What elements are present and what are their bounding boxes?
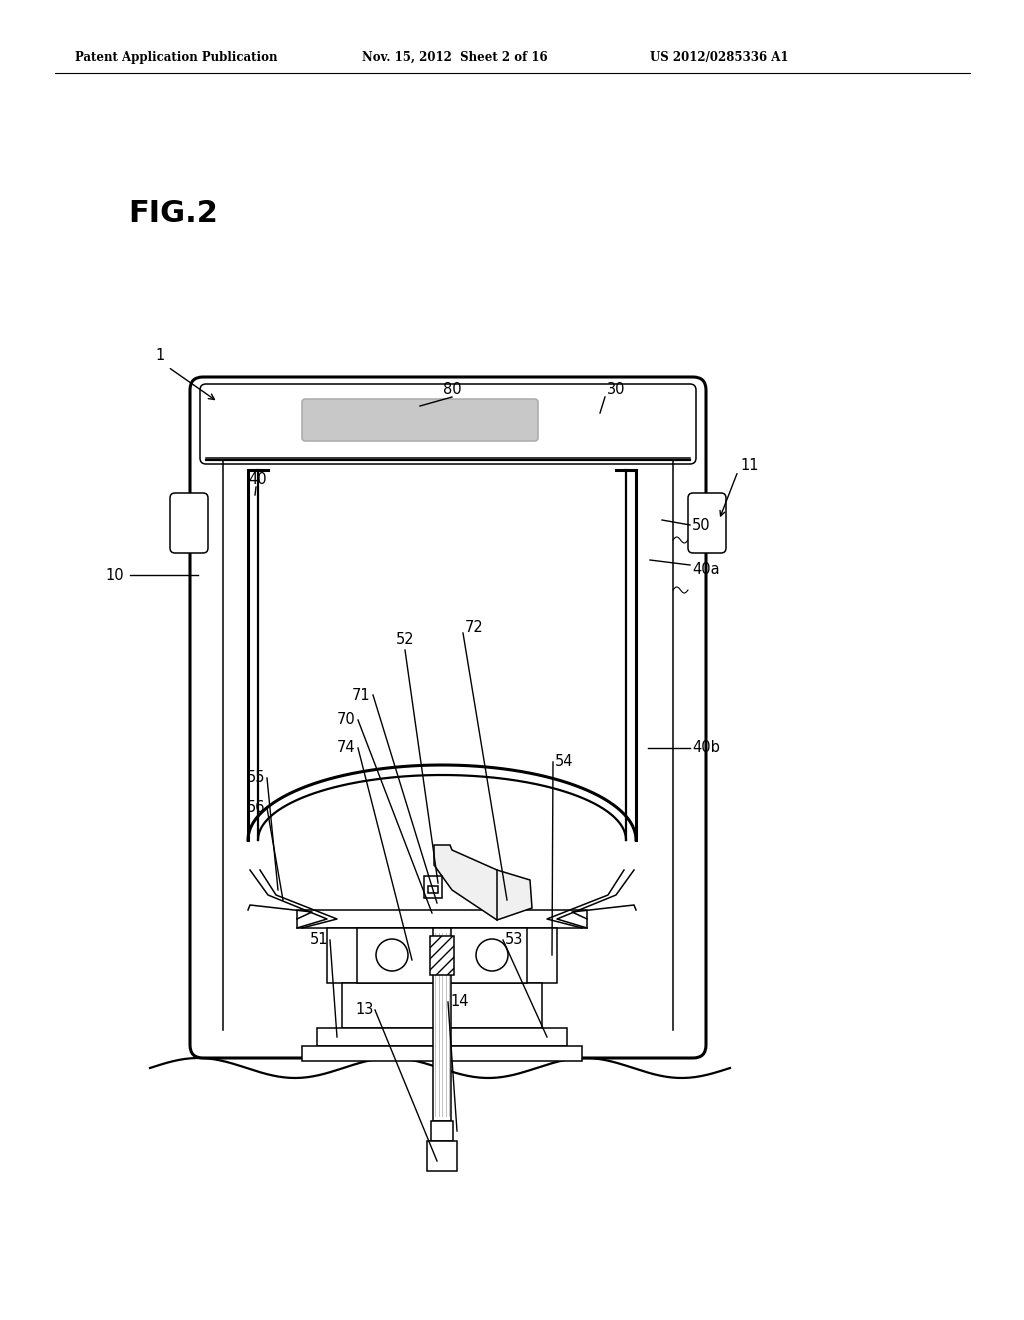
Bar xyxy=(430,936,454,975)
Text: 71: 71 xyxy=(351,688,370,702)
Text: 30: 30 xyxy=(607,381,626,396)
Polygon shape xyxy=(434,845,532,920)
Text: 53: 53 xyxy=(505,932,523,948)
Circle shape xyxy=(476,939,508,972)
Text: 74: 74 xyxy=(336,741,355,755)
FancyBboxPatch shape xyxy=(200,384,696,465)
Text: 50: 50 xyxy=(692,517,711,532)
Text: 11: 11 xyxy=(740,458,759,474)
Bar xyxy=(431,1121,453,1140)
Bar xyxy=(357,928,527,983)
Bar xyxy=(427,1140,457,1171)
Bar xyxy=(433,928,451,1121)
Text: 1: 1 xyxy=(156,347,165,363)
FancyBboxPatch shape xyxy=(170,492,208,553)
Text: Nov. 15, 2012  Sheet 2 of 16: Nov. 15, 2012 Sheet 2 of 16 xyxy=(362,50,548,63)
Bar xyxy=(317,1028,567,1045)
Text: 72: 72 xyxy=(465,620,483,635)
Text: 70: 70 xyxy=(336,713,355,727)
Text: 51: 51 xyxy=(309,932,328,948)
Text: 52: 52 xyxy=(395,632,415,648)
Bar xyxy=(297,909,587,928)
Circle shape xyxy=(376,939,408,972)
Bar xyxy=(327,928,557,983)
Text: Patent Application Publication: Patent Application Publication xyxy=(75,50,278,63)
Text: 54: 54 xyxy=(555,755,573,770)
Text: 13: 13 xyxy=(355,1002,374,1018)
Bar xyxy=(424,876,442,898)
Text: 40a: 40a xyxy=(692,562,720,578)
Text: FIG.2: FIG.2 xyxy=(128,198,218,227)
FancyBboxPatch shape xyxy=(190,378,706,1059)
Text: 80: 80 xyxy=(442,381,462,396)
Text: 40: 40 xyxy=(248,471,266,487)
Text: 10: 10 xyxy=(105,568,124,582)
Text: 40b: 40b xyxy=(692,741,720,755)
Text: US 2012/0285336 A1: US 2012/0285336 A1 xyxy=(650,50,788,63)
Text: 14: 14 xyxy=(450,994,469,1010)
Text: 55: 55 xyxy=(247,771,265,785)
Bar xyxy=(342,983,542,1028)
Bar xyxy=(302,1045,582,1061)
Bar xyxy=(428,886,438,894)
FancyBboxPatch shape xyxy=(302,399,538,441)
Text: 56: 56 xyxy=(247,800,265,816)
FancyBboxPatch shape xyxy=(688,492,726,553)
